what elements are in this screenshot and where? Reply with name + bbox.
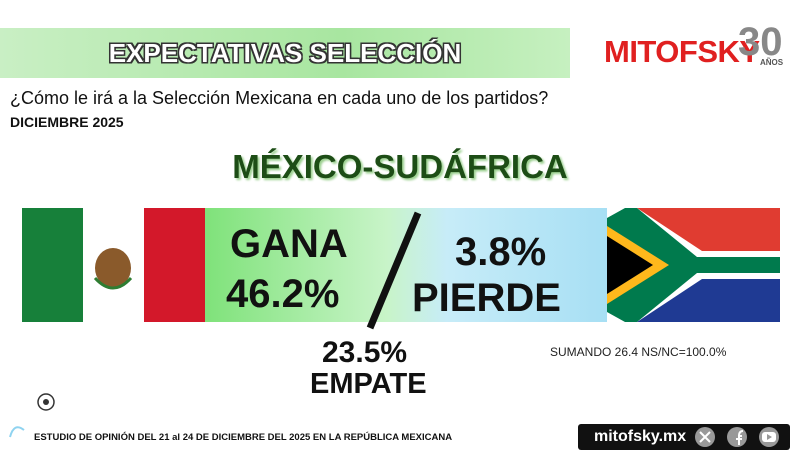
site-box — [578, 424, 790, 450]
win-value: 46.2% — [226, 272, 340, 316]
south-africa-flag — [607, 208, 780, 322]
lose-label: PIERDE — [412, 276, 561, 320]
youtube-icon[interactable] — [759, 427, 779, 447]
facebook-icon[interactable] — [727, 427, 747, 447]
result-band — [205, 208, 608, 322]
date: DICIEMBRE 2025 — [10, 114, 124, 130]
header-bar — [0, 28, 570, 78]
ball-icon — [9, 393, 55, 438]
study-note: ESTUDIO DE OPINIÓN DEL 21 al 24 DE DICIE… — [34, 432, 453, 443]
title: EXPECTATIVAS SELECCIÓN — [108, 38, 462, 68]
mexico-flag — [22, 208, 205, 322]
x-icon[interactable] — [695, 427, 715, 447]
win-label: GANA — [230, 222, 348, 266]
draw-value: 23.5% — [322, 336, 408, 369]
lose-value: 3.8% — [455, 230, 547, 274]
site-link[interactable]: mitofsky.mx — [594, 428, 687, 445]
slash — [366, 211, 422, 330]
anniversary-unit: AÑOS — [760, 58, 784, 67]
match-title: MÉXICO-SUDÁFRICA — [232, 148, 568, 185]
brand: MITOFSKY — [604, 34, 760, 69]
question: ¿Cómo le irá a la Selección Mexicana en … — [10, 88, 549, 108]
social-icons — [695, 427, 779, 447]
note: SUMANDO 26.4 NS/NC=100.0% — [550, 345, 727, 359]
draw-label: EMPATE — [310, 368, 427, 400]
anniversary: 30 — [738, 20, 783, 64]
